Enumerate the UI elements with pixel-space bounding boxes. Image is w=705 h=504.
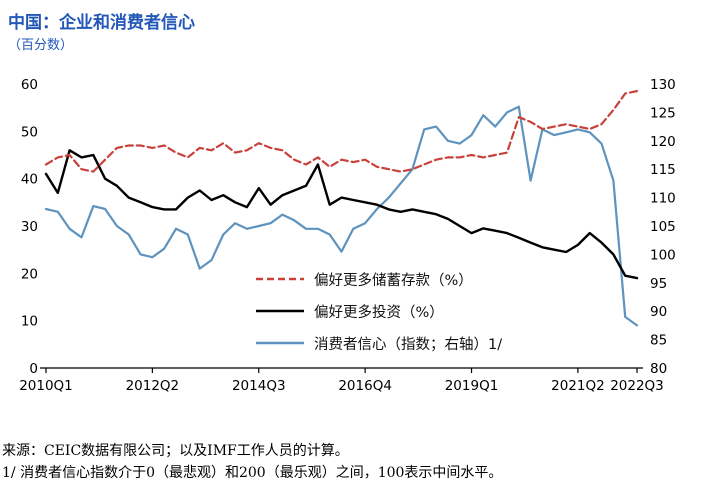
left-axis-tick-label: 0 (29, 361, 38, 377)
right-axis-tick-label: 100 (650, 247, 676, 263)
x-axis-tick-label: 2012Q2 (126, 378, 180, 394)
right-axis-tick-label: 125 (650, 105, 676, 121)
x-axis-tick-label: 2010Q1 (19, 378, 73, 394)
series-line-confidence (44, 105, 639, 327)
right-axis-tick-label: 110 (650, 191, 676, 207)
left-axis-tick-label: 50 (21, 124, 38, 140)
left-axis-tick-label: 30 (21, 219, 38, 235)
legend-label-investment: 偏好更多投资（%） (314, 304, 444, 321)
left-axis-tick-label: 40 (21, 172, 38, 188)
left-axis-tick-label: 10 (21, 314, 38, 330)
source-note: 来源：CEIC数据有限公司；以及IMF工作人员的计算。 (2, 443, 349, 459)
left-axis-tick-label: 20 (21, 266, 38, 282)
legend-line-sample-savings (256, 277, 304, 281)
legend-line-sample-confidence (256, 341, 304, 345)
legend-label-confidence: 消费者信心（指数；右轴）1/ (314, 336, 503, 353)
legend-item-confidence: 消费者信心（指数；右轴）1/ (256, 327, 502, 359)
left-axis-tick-label: 60 (21, 77, 38, 93)
right-axis-tick-label: 105 (650, 219, 676, 235)
right-axis-tick-label: 90 (650, 304, 667, 320)
chart-title: 中国：企业和消费者信心 (8, 13, 195, 33)
right-axis-tick-label: 130 (650, 77, 676, 93)
right-axis-tick-label: 115 (650, 162, 676, 178)
chart-subtitle: （百分数） (8, 38, 74, 53)
series-line-savings (44, 89, 639, 173)
chart-legend: 偏好更多储蓄存款（%） 偏好更多投资（%） 消费者信心（指数；右轴）1/ (256, 263, 502, 359)
x-axis-tick-label: 2022Q3 (610, 378, 664, 394)
line-chart: 0 10 20 30 40 50 60 80 85 90 95 100 105 110 115 120 125 1… (19, 77, 676, 394)
legend-item-investment: 偏好更多投资（%） (256, 295, 502, 327)
right-axis-tick-label: 95 (650, 276, 667, 292)
x-axis-tick-label: 2014Q3 (232, 378, 286, 394)
right-axis-tick-label: 80 (650, 361, 667, 377)
legend-label-savings: 偏好更多储蓄存款（%） (314, 272, 473, 289)
footnote: 1/ 消费者信心指数介于0（最悲观）和200（最乐观）之间，100表示中间水平。 (2, 465, 503, 481)
legend-line-sample-investment (256, 309, 304, 313)
right-axis-tick-label: 120 (650, 134, 676, 150)
right-axis-tick-label: 85 (650, 333, 667, 349)
chart-footer: 来源：CEIC数据有限公司；以及IMF工作人员的计算。 1/ 消费者信心指数介于… (2, 440, 702, 484)
x-axis-tick-label: 2016Q4 (338, 378, 392, 394)
x-axis-tick-label: 2019Q1 (445, 378, 499, 394)
x-axis-tick-label: 2021Q2 (551, 378, 605, 394)
legend-item-savings: 偏好更多储蓄存款（%） (256, 263, 502, 295)
series-line-investment (44, 149, 639, 280)
